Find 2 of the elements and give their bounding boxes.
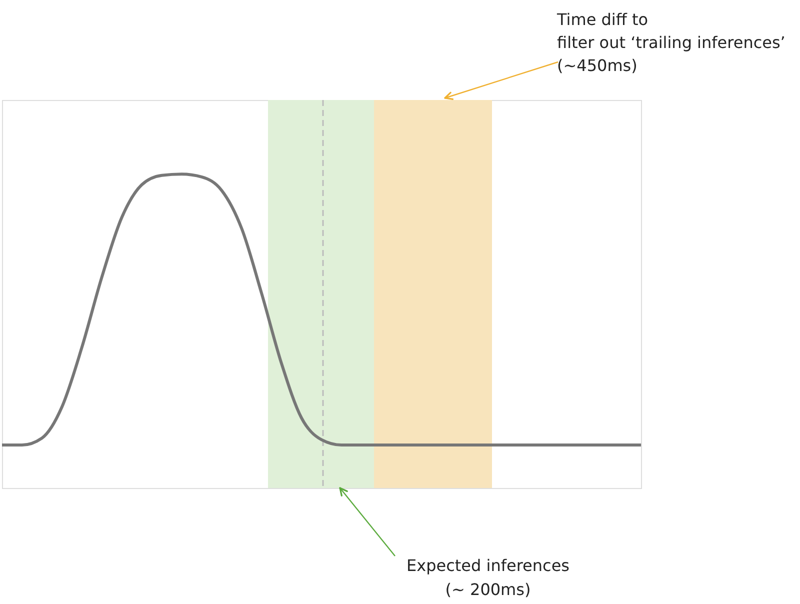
text: Time diff to filter out ‘trailing inferences’ (~450ms) [556, 10, 786, 75]
text: Expected inferences (~ 200ms) [406, 556, 570, 599]
